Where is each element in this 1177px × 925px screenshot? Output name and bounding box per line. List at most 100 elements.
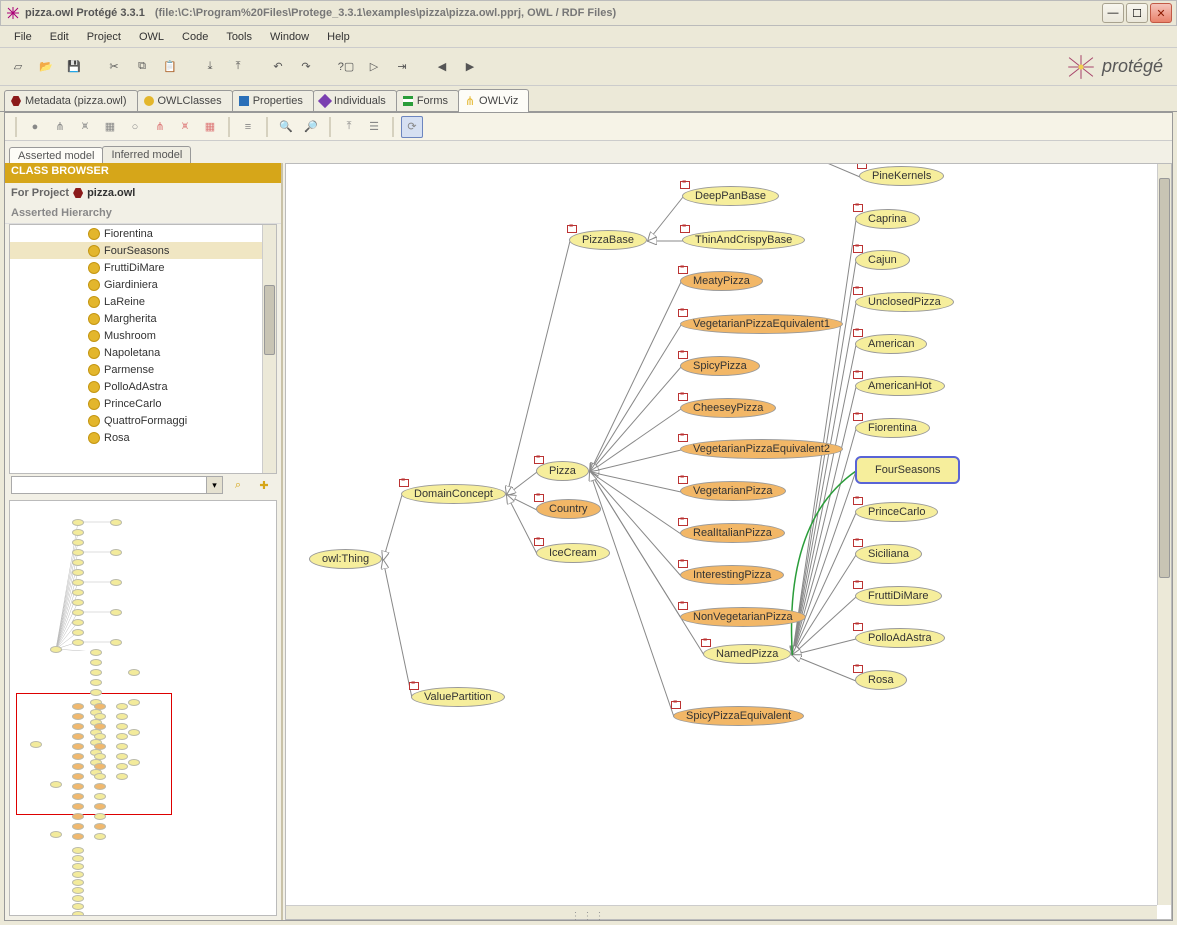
tab-properties[interactable]: Properties (232, 90, 314, 111)
graph-canvas[interactable]: owl:Thing DomainConcept ValuePartition Pizz… (285, 163, 1172, 920)
model-tab-asserted-model[interactable]: Asserted model (9, 147, 103, 164)
tree-item-parmense[interactable]: Parmense (10, 361, 262, 378)
node-fruttidimare[interactable]: FruttiDiMare (855, 586, 942, 606)
add-icon[interactable]: ✚ (253, 474, 275, 496)
tree-item-fiorentina[interactable]: Fiorentina (10, 225, 262, 242)
new-icon[interactable]: ▱ (6, 55, 30, 79)
maximize-button[interactable]: ☐ (1126, 3, 1148, 23)
model-tab-inferred-model[interactable]: Inferred model (102, 146, 191, 163)
node-valuep[interactable]: ValuePartition (411, 687, 505, 707)
mode6-icon[interactable]: ⋔ (149, 116, 171, 138)
next-icon[interactable]: ▶ (458, 55, 482, 79)
node-americanhot[interactable]: AmericanHot (855, 376, 945, 396)
node-icecream[interactable]: IceCream (536, 543, 610, 563)
canvas-scrollbar-horizontal[interactable] (286, 905, 1157, 919)
menu-tools[interactable]: Tools (218, 29, 260, 45)
tree-item-quattroformaggi[interactable]: QuattroFormaggi (10, 412, 262, 429)
node-meatypizza[interactable]: MeatyPizza (680, 271, 763, 291)
zoomin-icon[interactable]: 🔍 (275, 116, 297, 138)
redo-icon[interactable]: ↷ (294, 55, 318, 79)
node-vegpizza[interactable]: VegetarianPizza (680, 481, 786, 501)
tab-individuals[interactable]: Individuals (313, 90, 397, 111)
tree-item-giardiniera[interactable]: Giardiniera (10, 276, 262, 293)
node-deeppan[interactable]: DeepPanBase (682, 186, 779, 206)
tree-item-fruttidimare[interactable]: FruttiDiMare (10, 259, 262, 276)
legend-icon[interactable]: ≡ (237, 116, 259, 138)
node-polloadastra[interactable]: PolloAdAstra (855, 628, 945, 648)
menu-project[interactable]: Project (79, 29, 129, 45)
mode2-icon[interactable]: ⋔ (49, 116, 71, 138)
tree-item-polloadastra[interactable]: PolloAdAstra (10, 378, 262, 395)
tree-scrollbar[interactable] (262, 225, 276, 473)
node-siciliana[interactable]: Siciliana (855, 544, 922, 564)
minimize-button[interactable]: — (1102, 3, 1124, 23)
node-owlthing[interactable]: owl:Thing (309, 549, 382, 569)
menu-owl[interactable]: OWL (131, 29, 172, 45)
node-country[interactable]: Country (536, 499, 601, 519)
mode1-icon[interactable]: ● (24, 116, 46, 138)
tree-item-lareine[interactable]: LaReine (10, 293, 262, 310)
export2-icon[interactable]: ⤒ (338, 116, 360, 138)
copy-icon[interactable]: ⧉ (130, 55, 154, 79)
node-thincrispy[interactable]: ThinAndCrispyBase (682, 230, 805, 250)
tree-item-princecarlo[interactable]: PrinceCarlo (10, 395, 262, 412)
node-rosa[interactable]: Rosa (855, 670, 907, 690)
node-pizzabase[interactable]: PizzaBase (569, 230, 647, 250)
node-fiorentinan[interactable]: Fiorentina (855, 418, 930, 438)
node-vegeq1[interactable]: VegetarianPizzaEquivalent1 (680, 314, 843, 334)
node-nonveg[interactable]: NonVegetarianPizza (680, 607, 806, 627)
node-fourseasons[interactable]: FourSeasons (855, 456, 960, 484)
tab-owlclasses[interactable]: OWLClasses (137, 90, 233, 111)
tree-item-mushroom[interactable]: Mushroom (10, 327, 262, 344)
paste-icon[interactable]: 📋 (158, 55, 182, 79)
node-cheesey[interactable]: CheeseyPizza (680, 398, 776, 418)
node-cajun[interactable]: Cajun (855, 250, 910, 270)
node-princecarlo[interactable]: PrinceCarlo (855, 502, 938, 522)
node-unclosed[interactable]: UnclosedPizza (855, 292, 954, 312)
tree-item-fourseasons[interactable]: FourSeasons (10, 242, 262, 259)
menu-edit[interactable]: Edit (42, 29, 77, 45)
mode5-icon[interactable]: ○ (124, 116, 146, 138)
node-vegeq2[interactable]: VegetarianPizzaEquivalent2 (680, 439, 843, 459)
step-icon[interactable]: ⇥ (390, 55, 414, 79)
node-spicypizza[interactable]: SpicyPizza (680, 356, 760, 376)
tree-item-napoletana[interactable]: Napoletana (10, 344, 262, 361)
canvas-scrollbar-vertical[interactable] (1157, 164, 1171, 905)
tab-forms[interactable]: Forms (396, 90, 459, 111)
tab-owlviz[interactable]: ⋔OWLViz (458, 89, 529, 112)
close-button[interactable]: ✕ (1150, 3, 1172, 23)
node-pinekernels[interactable]: PineKernels (859, 166, 944, 186)
search-combo[interactable]: ▾ (11, 476, 223, 494)
mode7-icon[interactable]: ⩙ (174, 116, 196, 138)
menu-code[interactable]: Code (174, 29, 216, 45)
node-interesting[interactable]: InterestingPizza (680, 565, 784, 585)
node-namedpizza[interactable]: NamedPizza (703, 644, 791, 664)
mode3-icon[interactable]: ⩙ (74, 116, 96, 138)
export-icon[interactable]: ⤒ (226, 55, 250, 79)
help-icon[interactable]: ?▢ (334, 55, 358, 79)
find-icon[interactable]: ⌕ (227, 474, 249, 496)
resize-grip[interactable]: ⋮⋮⋮ (571, 911, 607, 922)
node-caprina[interactable]: Caprina (855, 209, 920, 229)
zoomout-icon[interactable]: 🔎 (300, 116, 322, 138)
class-tree[interactable]: FiorentinaFourSeasonsFruttiDiMareGiardin… (9, 224, 277, 474)
tab-metadatapizzaowl[interactable]: Metadata (pizza.owl) (4, 90, 138, 111)
overview-panel[interactable] (9, 500, 277, 916)
run-icon[interactable]: ▷ (362, 55, 386, 79)
cut-icon[interactable]: ✂ (102, 55, 126, 79)
prev-icon[interactable]: ◀ (430, 55, 454, 79)
refresh-icon[interactable]: ⟳ (401, 116, 423, 138)
node-spicyequiv[interactable]: SpicyPizzaEquivalent (673, 706, 804, 726)
open-icon[interactable]: 📂 (34, 55, 58, 79)
menu-file[interactable]: File (6, 29, 40, 45)
menu-help[interactable]: Help (319, 29, 358, 45)
mode4-icon[interactable]: ▦ (99, 116, 121, 138)
node-realitalian[interactable]: RealItalianPizza (680, 523, 785, 543)
node-pizza[interactable]: Pizza (536, 461, 589, 481)
node-domainconcept[interactable]: DomainConcept (401, 484, 506, 504)
import-icon[interactable]: ⤓ (198, 55, 222, 79)
save-icon[interactable]: 💾 (62, 55, 86, 79)
tree-item-margherita[interactable]: Margherita (10, 310, 262, 327)
undo-icon[interactable]: ↶ (266, 55, 290, 79)
mode8-icon[interactable]: ▦ (199, 116, 221, 138)
